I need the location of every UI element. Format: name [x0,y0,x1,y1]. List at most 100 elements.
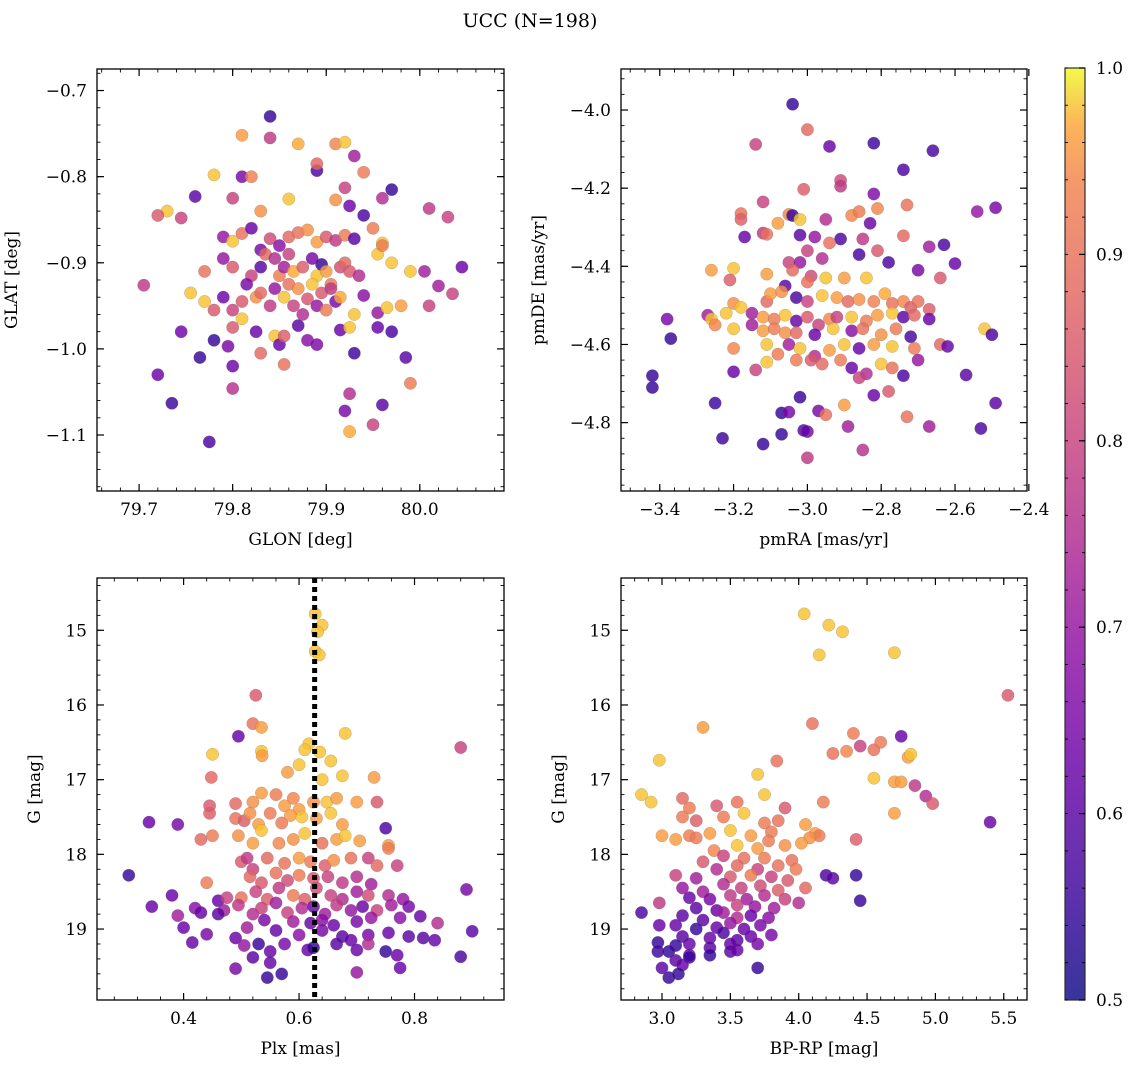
data-point [734,212,748,226]
data-point [815,357,829,371]
plot-frame [620,577,1028,1001]
data-point [764,287,777,301]
data-point [826,322,840,336]
data-point [922,420,936,433]
data-point [428,933,442,947]
data-point [418,264,431,278]
data-point [852,341,866,355]
x-tick-label: 80.0 [401,500,439,520]
data-point [207,168,221,182]
data-point [655,829,669,843]
data-point [122,868,136,882]
data-point [268,282,282,295]
data-point [652,753,666,767]
data-point [240,277,254,291]
data-point [385,183,399,197]
x-tick-label: 5.5 [990,1009,1017,1029]
data-point [229,797,243,810]
data-point [852,205,866,219]
data-point [837,398,851,412]
data-point [801,451,814,465]
data-point [379,821,393,835]
data-point [801,275,814,289]
data-point [367,771,381,784]
data-point [371,320,385,334]
data-point [422,202,436,215]
data-point [338,829,352,843]
data-point [255,901,268,915]
data-point [904,747,918,761]
data-point [198,264,212,278]
data-point [370,795,384,809]
data-point [246,951,260,964]
data-point [635,906,648,919]
data-point [350,943,364,957]
data-point [799,818,812,831]
data-point [782,405,796,419]
data-point [837,338,851,351]
data-point [254,286,268,300]
data-point [366,418,380,432]
data-point [756,437,770,451]
data-point [676,810,689,824]
data-point [849,868,863,882]
data-point [856,232,870,246]
data-point [860,271,873,285]
data-point [874,328,888,342]
data-point [137,278,151,292]
data-point [281,765,294,779]
data-point [841,420,855,433]
data-point [269,788,283,801]
data-point [845,361,859,375]
data-point [375,239,389,253]
data-point [282,247,296,261]
data-point [344,933,358,947]
data-point [335,876,349,890]
data-point [324,282,338,295]
x-tick-label: 3.5 [717,1009,744,1029]
data-point [826,747,840,760]
data-point [263,110,277,123]
data-point [296,260,310,274]
data-point [432,279,445,293]
data-point [343,199,356,213]
data-point [771,883,785,897]
data-point [327,918,341,932]
data-point [778,308,792,322]
data-point [793,228,807,242]
data-point [863,216,877,230]
data-point [347,346,361,360]
data-point [244,170,258,184]
data-point [296,307,310,321]
data-point [926,144,940,158]
x-tick-label: −3.0 [787,500,828,520]
data-point [194,833,208,846]
data-point [724,824,737,837]
data-point [370,859,384,872]
y-tick-label: 16 [589,696,611,716]
data-point [292,868,306,882]
x-tick-label: 79.7 [120,500,158,520]
x-axis-label: Plx [mas] [260,1039,340,1059]
data-point [272,836,286,850]
data-point [703,948,717,962]
data-point [904,330,918,344]
data-point [970,205,984,219]
data-point [762,911,775,925]
data-point [364,877,378,891]
data-point [888,646,901,660]
data-point [255,824,268,837]
data-point [235,128,249,142]
data-point [203,806,217,820]
data-point [922,240,936,254]
data-point [301,292,314,306]
data-point [897,369,910,383]
data-point [867,187,881,201]
data-point [353,834,367,848]
data-point [229,962,243,975]
data-point [889,322,903,336]
data-point [834,232,847,246]
data-point [344,851,358,865]
data-point [171,818,185,831]
data-point [834,353,847,367]
